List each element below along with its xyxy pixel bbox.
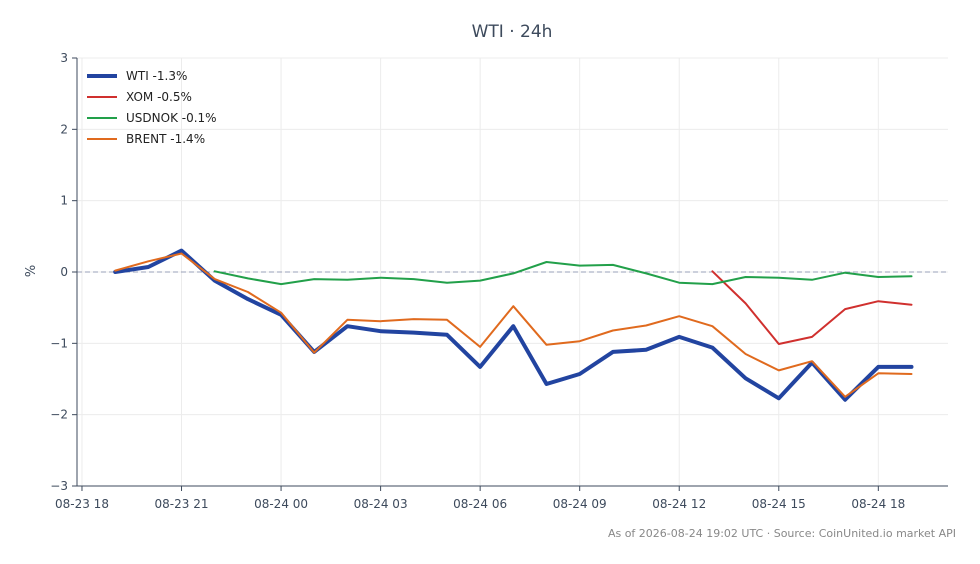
x-tick-label: 08-23 18 [55,497,109,511]
series-line-xom [711,270,913,345]
x-tick-label: 08-24 06 [453,497,507,511]
grid [77,57,948,487]
x-tick-label: 08-24 12 [652,497,706,511]
y-tick-label: −2 [50,408,68,422]
y-tick-label: −1 [50,336,68,350]
legend-label-brent: BRENT -1.4% [126,132,205,146]
x-tick-label: 08-24 18 [851,497,905,511]
y-tick-label: 2 [60,122,68,136]
y-axis-label: % [24,265,39,277]
x-tick-label: 08-24 03 [354,497,408,511]
chart-title: WTI · 24h [472,22,553,42]
x-tick-label: 08-24 00 [254,497,308,511]
series-line-brent [114,252,913,398]
series-layer [113,248,914,402]
legend-label-usdnok: USDNOK -0.1% [126,111,217,125]
legend: WTI -1.3% XOM -0.5% USDNOK -0.1% BRENT -1.4… [87,69,217,146]
series-line-wti [113,248,914,402]
y-tick-label: 0 [60,265,68,279]
legend-label-wti: WTI -1.3% [126,69,187,83]
y-tick-label: −3 [50,479,68,493]
x-tick-label: 08-24 15 [752,497,806,511]
series-line-usdnok [213,261,913,286]
y-tick-label: 3 [60,51,68,65]
x-tick-label: 08-23 21 [155,497,209,511]
axes: −3 −2 −1 0 1 2 3 08-23 18 08-23 21 08-24 00 08-24 … [50,51,948,511]
legend-label-xom: XOM -0.5% [126,90,192,104]
y-tick-label: 1 [60,194,68,208]
footer-text: As of 2026-08-24 19:02 UTC · Source: Coi… [608,527,956,540]
x-tick-label: 08-24 09 [553,497,607,511]
